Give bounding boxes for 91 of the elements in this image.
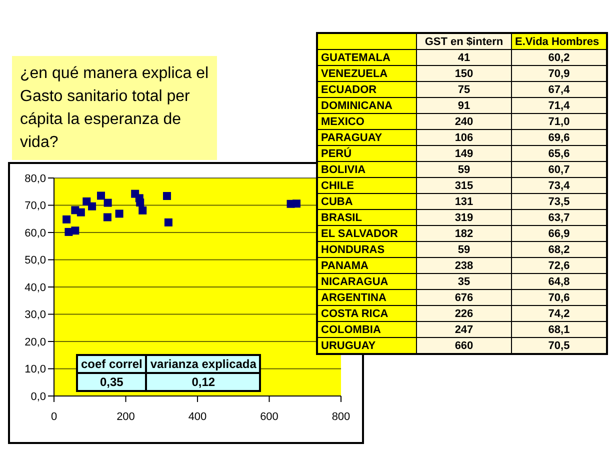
x-tick-label: 600	[260, 410, 278, 423]
y-tick-label: 50,0	[24, 254, 46, 267]
category-label: NICARAGUA	[317, 274, 416, 290]
y-tick-label: 10,0	[24, 364, 46, 376]
data-label: 67,4	[548, 84, 570, 96]
point	[88, 202, 96, 210]
data-label: 149	[416, 146, 512, 162]
point	[96, 192, 105, 200]
category-label: PANAMA	[317, 258, 416, 274]
category-label: COLOMBIA	[317, 322, 416, 338]
y-tick-label: 80,0	[24, 172, 46, 185]
point	[71, 226, 80, 235]
category-label: PARAGUAY	[317, 130, 416, 146]
series-label: E.Vida Hombres	[512, 33, 607, 50]
data-label: 182	[416, 226, 512, 242]
data-label: 64,8	[548, 276, 570, 288]
category-label: ECUADOR	[317, 82, 416, 98]
category-label: DOMINICANA	[317, 98, 416, 114]
data-label: 71,0	[548, 116, 570, 128]
point	[138, 206, 147, 214]
category-label: PERÚ	[317, 146, 416, 162]
category-label: VENEZUELA	[317, 66, 416, 82]
data-label: 74,2	[548, 308, 570, 320]
data-label: 319	[416, 210, 512, 226]
data-label: 65,6	[548, 148, 570, 160]
category-label: MEXICO	[317, 114, 416, 130]
data-label: 226	[416, 306, 512, 322]
data-label: 676	[416, 290, 512, 306]
data-label: 75	[416, 82, 512, 98]
data-label: 240	[416, 114, 512, 130]
annotation: coef correl	[77, 355, 146, 373]
x-tick-label: 400	[188, 410, 207, 423]
y-tick-label: 70,0	[24, 200, 46, 212]
data-label: 150	[416, 66, 512, 82]
data-label: 60,7	[548, 164, 570, 176]
data-label: 91	[416, 98, 512, 114]
y-tick-label: 0,0	[30, 390, 46, 403]
x-tick-label: 200	[116, 410, 135, 423]
data-label: 106	[416, 130, 512, 146]
category-label: BRASIL	[317, 210, 416, 226]
category-label: ARGENTINA	[317, 290, 416, 306]
point	[104, 198, 112, 207]
data-label: 73,4	[548, 180, 570, 192]
data-label: 41	[416, 50, 512, 66]
category-label: GUATEMALA	[317, 50, 416, 66]
data-label: 315	[416, 178, 512, 194]
data-label: 71,4	[548, 100, 570, 112]
category-label: COSTA RICA	[317, 306, 416, 322]
data-label: 73,5	[548, 196, 570, 208]
category-label: EL SALVADOR	[317, 226, 416, 242]
data-label: 69,6	[548, 132, 570, 144]
category-label: CUBA	[317, 194, 416, 210]
data-label: 60,2	[548, 52, 570, 64]
x-tick-label: 0	[50, 410, 58, 423]
data-label: 59	[416, 162, 512, 178]
x-tick-label: 800	[332, 410, 350, 423]
point	[103, 213, 112, 222]
data-label: 35	[416, 274, 512, 290]
category-label: BOLIVIA	[317, 162, 416, 178]
point	[131, 190, 140, 198]
annotation: varianza explicada	[146, 355, 260, 373]
data-label: 72,6	[548, 260, 570, 272]
point	[163, 192, 172, 200]
category-label: CHILE	[317, 178, 416, 194]
y-tick-label: 20,0	[24, 336, 46, 348]
data-label: 68,2	[548, 244, 570, 256]
annotation: 0,12	[146, 373, 260, 391]
point	[115, 210, 124, 218]
chart-title: ¿en qué manera explica el Gasto sanitario total per cápita la esperanza de vida?	[12, 56, 217, 160]
data-label: 660	[416, 338, 512, 354]
y-tick-label: 30,0	[24, 309, 46, 322]
series-label: GST en $intern	[416, 33, 512, 50]
annotation: 0,35	[77, 373, 146, 391]
data-label: 70,9	[548, 68, 570, 80]
data-label: 70,5	[548, 340, 570, 352]
data-label: 68,1	[548, 324, 570, 336]
data-label: 238	[416, 258, 512, 274]
point	[286, 200, 295, 208]
data-label: 70,6	[548, 292, 570, 304]
point	[62, 215, 71, 224]
data-label: 247	[416, 322, 512, 338]
point	[71, 206, 80, 214]
data-label: 66,9	[548, 228, 570, 240]
y-tick-label: 40,0	[24, 282, 46, 294]
y-tick-label: 60,0	[24, 227, 46, 240]
category-label: URUGUAY	[317, 338, 416, 354]
category-label: HONDURAS	[317, 242, 416, 258]
data-label: 63,7	[548, 212, 570, 224]
data-label: 131	[416, 194, 512, 210]
data-label: 59	[416, 242, 512, 258]
point	[164, 218, 172, 226]
